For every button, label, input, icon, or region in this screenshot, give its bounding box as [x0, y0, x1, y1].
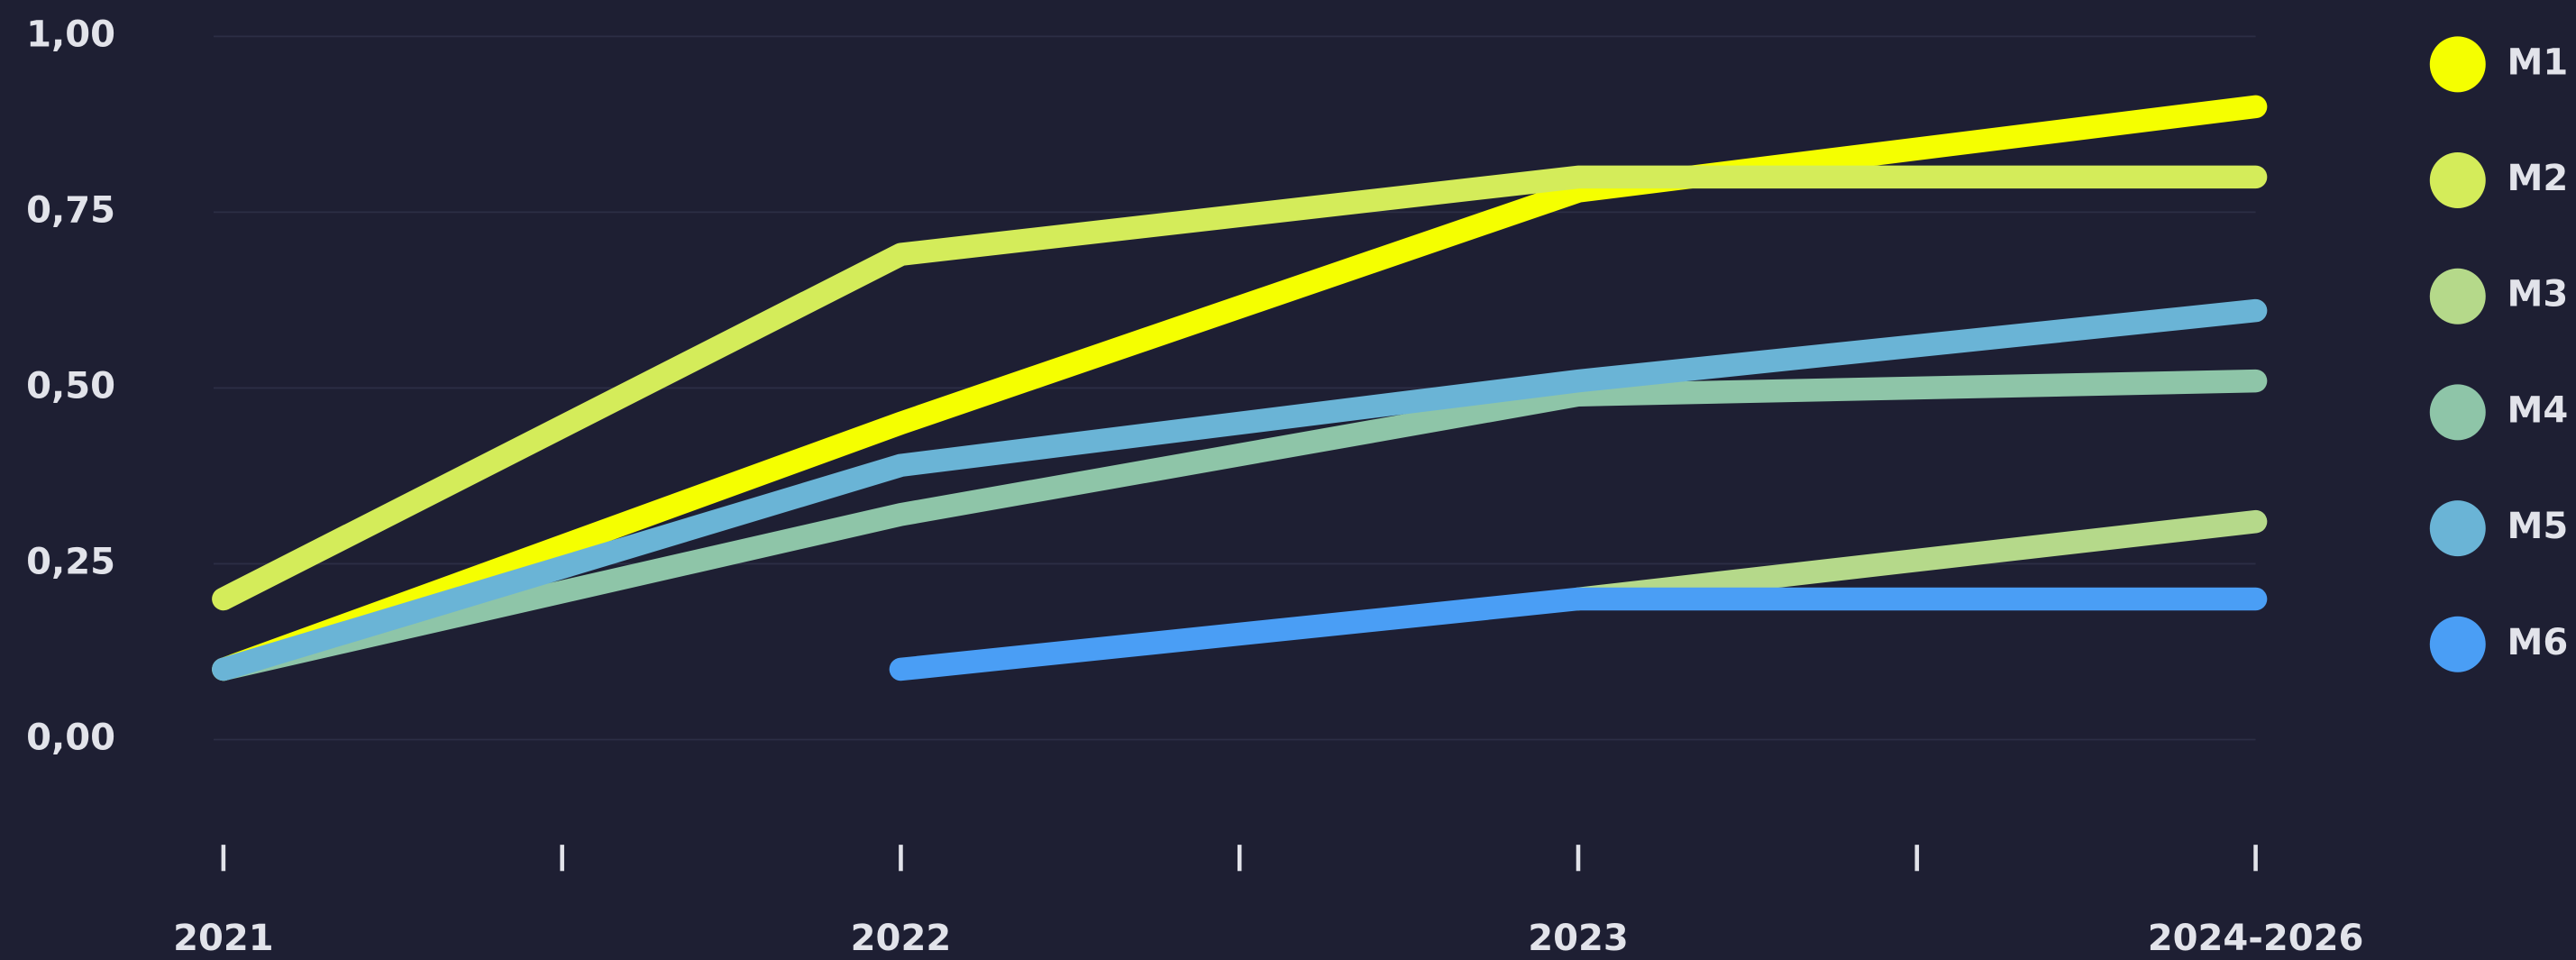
y-tick-label: 0,75 [26, 189, 115, 231]
y-tick-label: 0,50 [26, 365, 115, 407]
series-line [212, 298, 2268, 681]
x-tick-label: 2024-2026 [2148, 918, 2364, 959]
legend-swatch [2429, 152, 2486, 209]
legend-label: M4 [2507, 389, 2568, 431]
x-tick-label: 2023 [1528, 918, 1629, 959]
series-line [212, 369, 2268, 681]
x-tick-label: 2021 [173, 918, 274, 959]
x-tick-label: 2022 [851, 918, 952, 959]
legend-label: M6 [2507, 622, 2568, 663]
series-line [212, 95, 2268, 681]
legend-label: M2 [2507, 158, 2568, 199]
legend-swatch [2429, 268, 2486, 325]
series-line [889, 587, 2268, 681]
legend-swatch [2429, 500, 2486, 557]
legend-label: M1 [2507, 41, 2568, 83]
legend-swatch [2429, 36, 2486, 93]
legend-swatch [2429, 616, 2486, 672]
y-tick-label: 1,00 [26, 14, 115, 55]
y-tick-label: 0,00 [26, 717, 115, 758]
series-line [212, 165, 2268, 611]
y-tick-label: 0,25 [26, 541, 115, 582]
series-line [1567, 509, 2268, 611]
legend-label: M3 [2507, 274, 2568, 315]
legend-label: M5 [2507, 506, 2568, 547]
legend-swatch [2429, 384, 2486, 441]
